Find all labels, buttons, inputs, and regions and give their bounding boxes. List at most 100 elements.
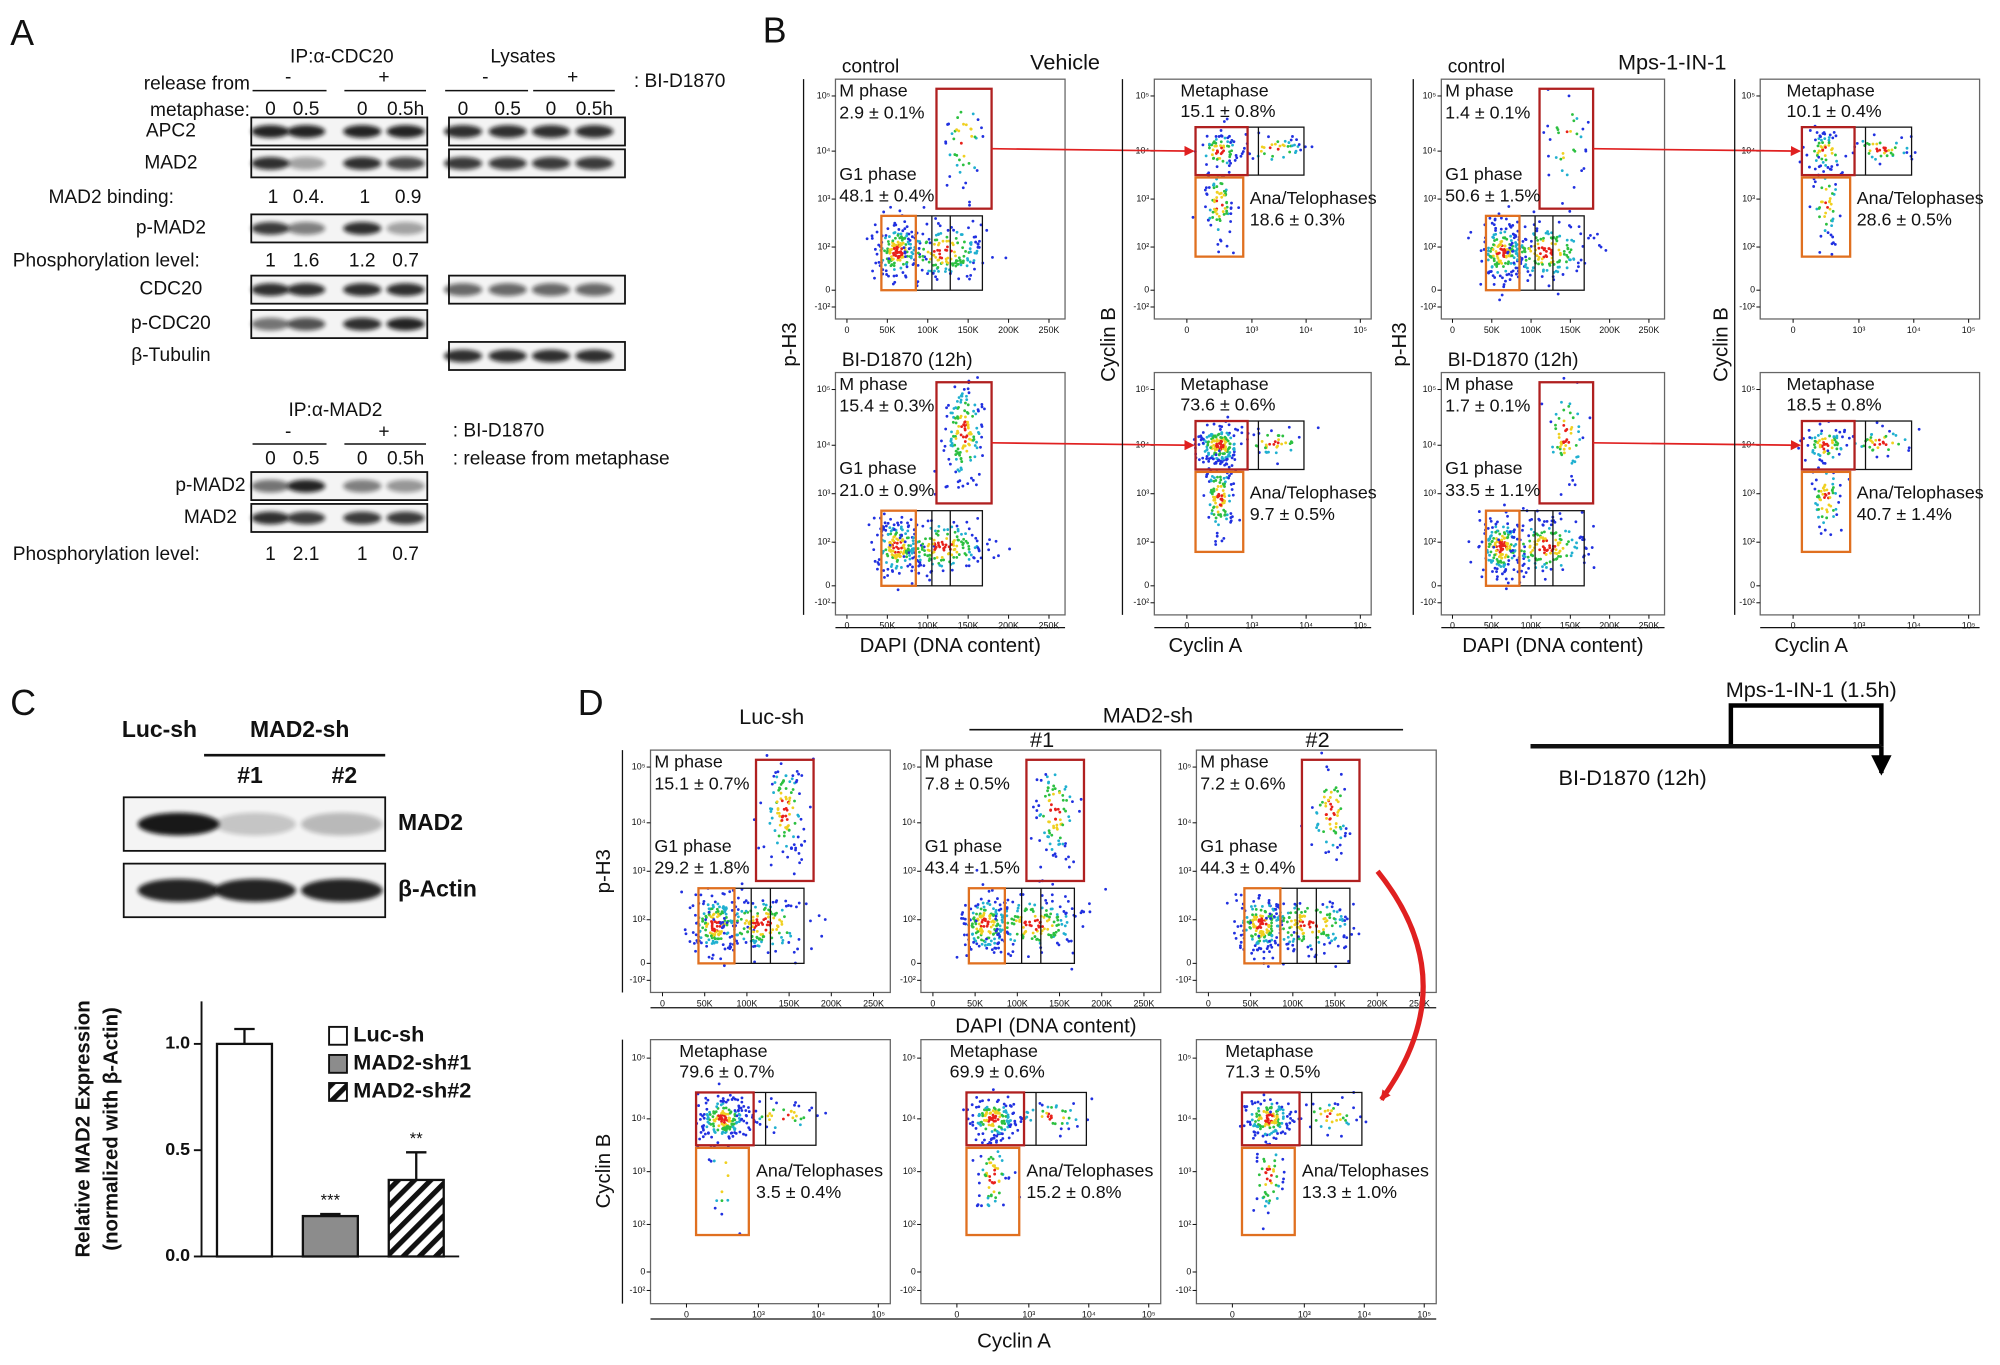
event-dot xyxy=(1259,908,1263,912)
event-dot xyxy=(1541,537,1545,540)
event-dot xyxy=(1262,1195,1266,1199)
event-dot xyxy=(1813,180,1817,184)
blot-label: CDC20 xyxy=(140,279,203,300)
event-dot xyxy=(1823,132,1827,136)
event-dot xyxy=(889,205,892,209)
event-dot xyxy=(769,810,773,813)
event-dot xyxy=(944,543,948,547)
event-dot xyxy=(1286,145,1290,148)
event-dot xyxy=(963,943,967,947)
event-dot xyxy=(1239,442,1243,446)
gate-name: M phase xyxy=(1445,81,1514,101)
event-dot xyxy=(935,556,939,559)
event-dot xyxy=(1570,538,1574,542)
event-dot xyxy=(698,1117,702,1121)
event-dot xyxy=(1832,515,1835,518)
event-dot xyxy=(992,556,996,560)
event-dot xyxy=(1494,250,1498,253)
event-dot xyxy=(899,250,903,254)
event-dot xyxy=(968,455,972,459)
treatment-sign: - xyxy=(482,67,488,88)
event-dot xyxy=(982,924,986,928)
event-dot xyxy=(1489,249,1492,253)
event-dot xyxy=(1325,913,1329,917)
event-dot xyxy=(987,1157,991,1161)
event-dot xyxy=(931,271,935,275)
event-dot xyxy=(972,409,976,413)
event-dot xyxy=(1503,503,1506,507)
event-dot xyxy=(1565,243,1569,247)
event-dot xyxy=(1039,778,1043,782)
event-dot xyxy=(885,251,889,255)
event-dot xyxy=(1011,1131,1015,1135)
event-dot xyxy=(1004,1115,1008,1118)
event-dot xyxy=(1280,1105,1284,1109)
event-dot xyxy=(981,1132,985,1136)
event-dot xyxy=(786,1113,790,1117)
event-dot xyxy=(1220,203,1224,207)
event-dot xyxy=(1255,1115,1259,1118)
event-dot xyxy=(1040,1115,1044,1118)
axis-tick-label: 0 xyxy=(825,580,830,590)
event-dot xyxy=(787,828,791,832)
event-dot xyxy=(932,550,936,554)
event-dot xyxy=(923,549,926,553)
event-dot xyxy=(798,792,801,795)
event-dot xyxy=(800,774,804,777)
event-dot xyxy=(1264,922,1268,926)
event-dot xyxy=(1488,216,1492,220)
event-dot xyxy=(1500,261,1504,265)
event-dot xyxy=(1549,236,1553,240)
blot-band xyxy=(251,283,290,297)
event-dot xyxy=(1033,903,1037,907)
event-dot xyxy=(892,274,896,278)
event-dot xyxy=(899,550,903,554)
event-dot xyxy=(1064,785,1068,789)
event-dot xyxy=(963,440,967,443)
gate-value: 48.1 ± 0.4% xyxy=(839,186,934,206)
event-dot xyxy=(1515,537,1519,541)
event-dot xyxy=(744,1109,748,1112)
event-dot xyxy=(1499,543,1503,547)
event-dot xyxy=(1536,242,1540,246)
event-dot xyxy=(795,905,798,909)
event-dot xyxy=(1526,266,1529,270)
event-dot xyxy=(1816,503,1819,507)
event-dot xyxy=(873,276,876,280)
event-dot xyxy=(1223,513,1227,516)
event-dot xyxy=(1334,831,1338,835)
axis-tick-label: 10⁴ xyxy=(632,817,646,827)
event-dot xyxy=(891,239,895,243)
axis-tick-label: 10⁵ xyxy=(632,761,646,771)
event-dot xyxy=(1513,528,1516,532)
event-dot xyxy=(1565,130,1569,134)
event-dot xyxy=(989,939,993,943)
event-dot xyxy=(893,253,897,257)
event-dot xyxy=(873,559,877,563)
event-dot xyxy=(993,1164,996,1168)
axis-tick-label: 0 xyxy=(1184,325,1189,335)
event-dot xyxy=(910,230,914,234)
event-dot xyxy=(802,827,806,831)
axis-tick-label: 10² xyxy=(1136,537,1149,547)
event-dot xyxy=(1334,825,1338,829)
group-title: Vehicle xyxy=(1030,50,1100,75)
event-dot xyxy=(1905,146,1909,150)
event-dot xyxy=(1264,1140,1268,1144)
event-dot xyxy=(1074,1118,1078,1122)
event-dot xyxy=(717,1082,721,1086)
gate-value: 79.6 ± 0.7% xyxy=(679,1062,774,1082)
event-dot xyxy=(1014,919,1018,923)
event-dot xyxy=(1514,266,1518,270)
event-dot xyxy=(1543,562,1547,566)
event-dot xyxy=(1275,924,1279,928)
event-dot xyxy=(1219,445,1223,449)
event-dot xyxy=(1824,211,1828,215)
event-dot xyxy=(969,127,973,131)
event-dot xyxy=(1052,826,1056,830)
event-dot xyxy=(995,1100,999,1104)
event-dot xyxy=(1252,918,1256,921)
event-dot xyxy=(1242,1124,1246,1128)
event-dot xyxy=(1293,906,1297,910)
event-dot xyxy=(888,248,892,251)
